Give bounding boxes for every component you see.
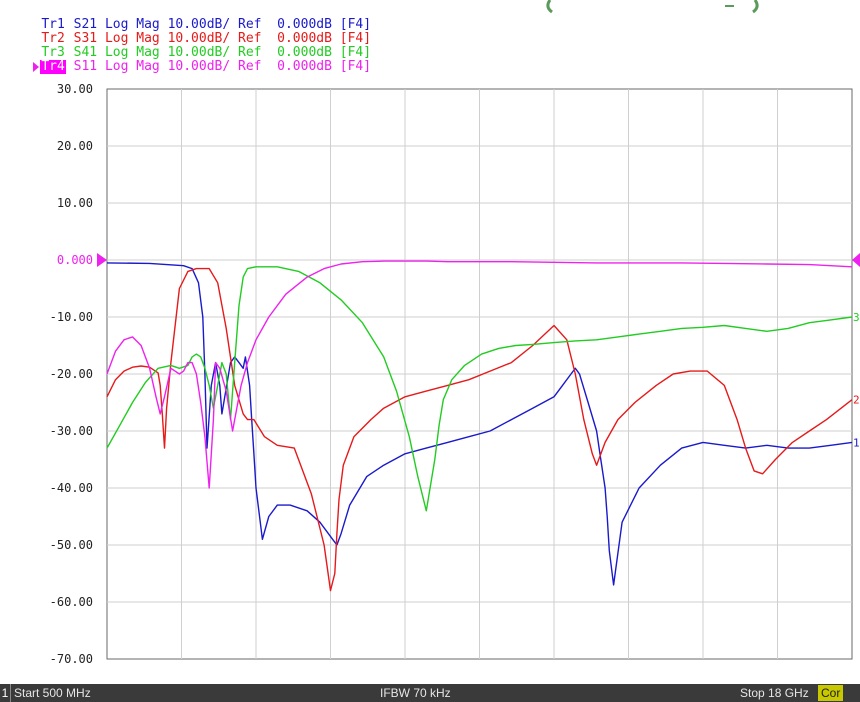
trace-param: S11 — [73, 59, 98, 74]
ifbw-value[interactable]: IFBW 70 kHz — [380, 686, 451, 700]
y-axis-ticks: 30.00 20.00 10.00 0.000 -10.00 -20.00 -30.00 -4… — [50, 82, 93, 666]
trace-tr4-line — [106, 260, 853, 489]
y-tick-label: -50.00 — [50, 538, 93, 552]
trace-end-labels: 1 2 3 — [853, 311, 860, 449]
trace-end-label: 3 — [853, 311, 860, 324]
start-frequency[interactable]: Start 500 MHz — [14, 686, 91, 700]
trace-id: Tr1 — [41, 17, 65, 32]
status-divider — [10, 684, 11, 702]
trace-param: S21 — [73, 17, 98, 32]
trace-scale: 10.00dB/ — [167, 31, 231, 46]
trace-end-label: 2 — [853, 394, 860, 407]
trace-ref-label: Ref — [238, 59, 262, 74]
channel-number[interactable]: 1 — [0, 684, 10, 702]
trace-ref-label: Ref — [238, 31, 262, 46]
y-tick-label: -10.00 — [50, 310, 93, 324]
series-traces — [106, 260, 853, 592]
trace-ref-label: Ref — [238, 17, 262, 32]
trace-id: Tr2 — [41, 31, 65, 46]
trace-channel: [F4] — [339, 31, 372, 46]
trace-ref-label: Ref — [238, 45, 262, 60]
trace-end-label: 1 — [853, 436, 860, 449]
trace-scale: 10.00dB/ — [167, 45, 231, 60]
trace-ref-value: 0.000dB — [277, 59, 332, 74]
trace-legend: Tr1 S21 Log Mag 10.00dB/ Ref 0.000dB [F4… — [0, 0, 860, 76]
trace-id: Tr3 — [41, 45, 65, 60]
trace-ref-value: 0.000dB — [277, 17, 332, 32]
trace-channel: [F4] — [339, 45, 372, 60]
chart: 30.00 20.00 10.00 0.000 -10.00 -20.00 -30.00 -4… — [50, 82, 860, 666]
y-tick-label: 10.00 — [57, 196, 93, 210]
reference-markers — [97, 253, 860, 267]
y-tick-label: 30.00 — [57, 82, 93, 96]
trace-format: Log Mag — [104, 17, 160, 32]
trace-row-tr1[interactable]: Tr1 S21 Log Mag 10.00dB/ Ref 0.000dB [F4… — [0, 4, 371, 32]
y-tick-label: -20.00 — [50, 367, 93, 381]
trace-scale: 10.00dB/ — [167, 59, 231, 74]
active-trace-marker — [31, 61, 40, 73]
grid — [106, 88, 853, 660]
top-decoration-icon — [546, 0, 759, 14]
y-tick-label: -40.00 — [50, 481, 93, 495]
trace-scale: 10.00dB/ — [167, 17, 231, 32]
trace-format: Log Mag — [104, 59, 160, 74]
correction-badge[interactable]: Cor — [818, 685, 844, 701]
trace-tr3-line — [106, 266, 853, 512]
trace-format: Log Mag — [104, 45, 160, 60]
trace-format: Log Mag — [104, 31, 160, 46]
trace-ref-value: 0.000dB — [277, 31, 332, 46]
trace-ref-value: 0.000dB — [277, 45, 332, 60]
status-bar: 1 Start 500 MHz IFBW 70 kHz Stop 18 GHz … — [0, 684, 860, 702]
trace-param: S41 — [73, 45, 98, 60]
trace-row-tr3[interactable]: Tr3 S41 Log Mag 10.00dB/ Ref 0.000dB [F4… — [0, 32, 371, 60]
stop-frequency[interactable]: Stop 18 GHz — [740, 686, 809, 700]
y-tick-label: -30.00 — [50, 424, 93, 438]
reference-marker-right-icon — [852, 253, 860, 267]
trace-channel: [F4] — [339, 17, 372, 32]
reference-marker-left-icon — [97, 253, 107, 267]
trace-channel: [F4] — [339, 59, 372, 74]
trace-row-tr2[interactable]: Tr2 S31 Log Mag 10.00dB/ Ref 0.000dB [F4… — [0, 18, 371, 46]
y-tick-label: -70.00 — [50, 652, 93, 666]
y-tick-label: 0.000 — [57, 253, 93, 267]
trace-row-tr4[interactable]: Tr4 S11 Log Mag 10.00dB/ Ref 0.000dB [F4… — [0, 46, 371, 74]
trace-id: Tr4 — [40, 59, 66, 74]
y-tick-label: -60.00 — [50, 595, 93, 609]
y-tick-label: 20.00 — [57, 139, 93, 153]
trace-param: S31 — [73, 31, 98, 46]
